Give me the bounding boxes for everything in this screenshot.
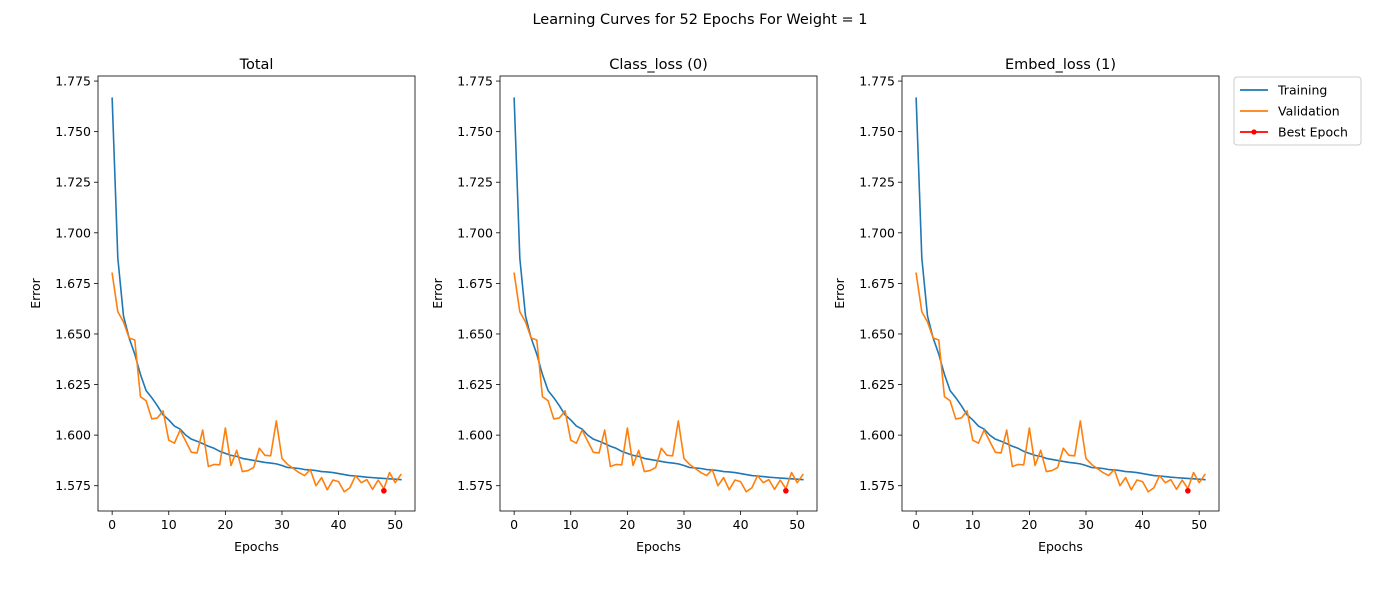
y-axis-label: Error — [832, 277, 847, 308]
y-tick-label: 1.600 — [55, 428, 91, 443]
x-tick-label: 20 — [217, 517, 233, 532]
y-tick-label: 1.700 — [457, 225, 493, 240]
legend-item-training: Training — [1240, 83, 1327, 98]
axes-frame — [97, 75, 416, 512]
validation-line — [111, 272, 402, 493]
y-tick-label: 1.775 — [859, 74, 895, 89]
legend-marker — [1251, 129, 1257, 135]
y-tick-label: 1.600 — [457, 428, 493, 443]
legend: Training Validation Best Epoch — [1233, 76, 1362, 146]
subplot-1: Total 0 10 20 30 40 50 1.575 1.600 1.625 1.650 1.67… — [28, 57, 416, 554]
y-tick-label: 1.750 — [457, 124, 493, 139]
y-tick-label: 1.750 — [55, 124, 91, 139]
x-tick-label: 40 — [733, 517, 749, 532]
y-tick-label: 1.650 — [457, 326, 493, 341]
x-tick-label: 10 — [965, 517, 981, 532]
y-tick-label: 1.725 — [55, 175, 91, 190]
best-epoch-marker — [381, 487, 387, 494]
y-tick-label: 1.725 — [859, 175, 895, 190]
subplot-2: Class_loss (0) 0 10 20 30 40 50 1.575 1.600 1.625… — [430, 57, 818, 554]
y-tick-label: 1.700 — [859, 225, 895, 240]
legend-label: Best Epoch — [1278, 125, 1348, 140]
subplot-panels: Total 0 10 20 30 40 50 1.575 1.600 1.625 1.650 1.67… — [28, 57, 1220, 554]
y-tick-label: 1.625 — [55, 377, 91, 392]
best-epoch-marker — [1185, 487, 1191, 494]
x-tick-label: 20 — [619, 517, 635, 532]
axes-frame — [499, 75, 818, 512]
x-tick-label: 0 — [108, 517, 116, 532]
x-axis-label: Epochs — [234, 539, 279, 554]
subplot-title: Total — [239, 57, 274, 73]
x-tick-label: 10 — [161, 517, 177, 532]
x-tick-label: 30 — [1078, 517, 1094, 532]
y-tick-label: 1.625 — [457, 377, 493, 392]
y-tick-label: 1.575 — [55, 478, 91, 493]
y-tick-label: 1.775 — [457, 74, 493, 89]
plot-area — [111, 97, 402, 494]
y-tick-label: 1.625 — [859, 377, 895, 392]
y-tick-label: 1.650 — [55, 326, 91, 341]
y-tick-label: 1.725 — [457, 175, 493, 190]
x-tick-label: 20 — [1021, 517, 1037, 532]
y-tick-label: 1.575 — [859, 478, 895, 493]
x-tick-label: 50 — [387, 517, 403, 532]
axes-frame — [901, 75, 1220, 512]
y-tick-label: 1.675 — [859, 276, 895, 291]
x-tick-label: 40 — [331, 517, 347, 532]
x-axis-label: Epochs — [1038, 539, 1083, 554]
y-tick-label: 1.675 — [457, 276, 493, 291]
plot-area — [915, 97, 1206, 494]
x-axis-label: Epochs — [636, 539, 681, 554]
subplot-3: Embed_loss (1) 0 10 20 30 40 50 1.575 1.600 1.625… — [832, 57, 1220, 554]
validation-line — [513, 272, 804, 493]
plot-area — [513, 97, 804, 494]
y-tick-label: 1.600 — [859, 428, 895, 443]
y-tick-label: 1.700 — [55, 225, 91, 240]
figure-title: Learning Curves for 52 Epochs For Weight… — [532, 12, 867, 28]
y-tick-label: 1.575 — [457, 478, 493, 493]
legend-item-validation: Validation — [1240, 104, 1340, 119]
validation-line — [915, 272, 1206, 493]
x-tick-label: 0 — [912, 517, 920, 532]
x-tick-label: 0 — [510, 517, 518, 532]
training-line — [513, 97, 804, 481]
y-tick-label: 1.675 — [55, 276, 91, 291]
legend-box — [1233, 76, 1362, 146]
x-tick-label: 50 — [789, 517, 805, 532]
subplot-title: Class_loss (0) — [609, 57, 708, 73]
best-epoch-marker — [783, 487, 789, 494]
y-axis-label: Error — [430, 277, 445, 308]
x-tick-label: 30 — [676, 517, 692, 532]
x-tick-label: 40 — [1135, 517, 1151, 532]
y-tick-label: 1.775 — [55, 74, 91, 89]
y-axis-label: Error — [28, 277, 43, 308]
y-tick-label: 1.750 — [859, 124, 895, 139]
subplot-title: Embed_loss (1) — [1005, 57, 1116, 73]
x-tick-label: 10 — [563, 517, 579, 532]
y-tick-label: 1.650 — [859, 326, 895, 341]
training-line — [111, 97, 402, 481]
legend-label: Training — [1277, 83, 1327, 98]
x-tick-label: 50 — [1191, 517, 1207, 532]
training-line — [915, 97, 1206, 481]
x-tick-label: 30 — [274, 517, 290, 532]
legend-label: Validation — [1278, 104, 1340, 119]
legend-item-best-epoch: Best Epoch — [1240, 125, 1348, 140]
